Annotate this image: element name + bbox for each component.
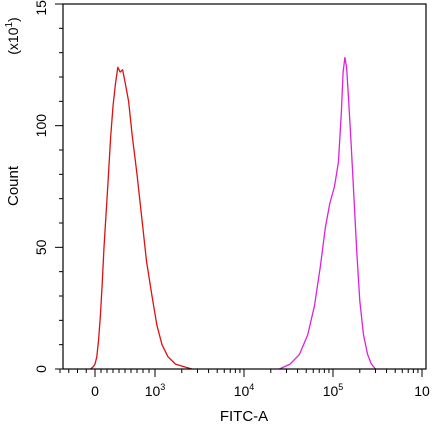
y-tick-label: 100 <box>33 114 49 138</box>
x-tick-label: 103 <box>145 382 166 399</box>
x-tick-label: 105 <box>323 382 344 399</box>
x-tick-label-base: 10 <box>323 383 339 399</box>
series-line-2 <box>279 56 376 370</box>
x-tick-label-exponent: 4 <box>249 382 254 392</box>
x-tick-label-base: 10 <box>145 383 161 399</box>
series-layer <box>90 56 376 370</box>
y-multiplier-label: (x101) <box>4 17 21 54</box>
y-multiplier-prefix: (x10 <box>5 27 21 54</box>
svg-text:(x101): (x101) <box>4 17 21 54</box>
y-multiplier-suffix: ) <box>5 17 21 22</box>
y-axis-title: Count <box>5 165 22 206</box>
x-tick-label: 10 <box>414 383 430 399</box>
x-axis-title: FITC-A <box>220 408 268 425</box>
x-tick-label-exponent: 3 <box>160 382 165 392</box>
x-tick-label-exponent: 5 <box>338 382 343 392</box>
y-tick-label: 150 <box>33 0 49 16</box>
y-tick-label: 0 <box>33 365 49 373</box>
x-tick-label: 104 <box>234 382 255 399</box>
series-line-1 <box>90 66 193 370</box>
x-tick-label-base: 10 <box>414 383 430 399</box>
x-tick-label-base: 10 <box>234 383 250 399</box>
x-tick-label: 0 <box>91 383 99 399</box>
y-tick-label: 50 <box>33 239 49 255</box>
x-tick-label-base: 0 <box>91 383 99 399</box>
y-multiplier-exponent: 1 <box>4 22 15 28</box>
